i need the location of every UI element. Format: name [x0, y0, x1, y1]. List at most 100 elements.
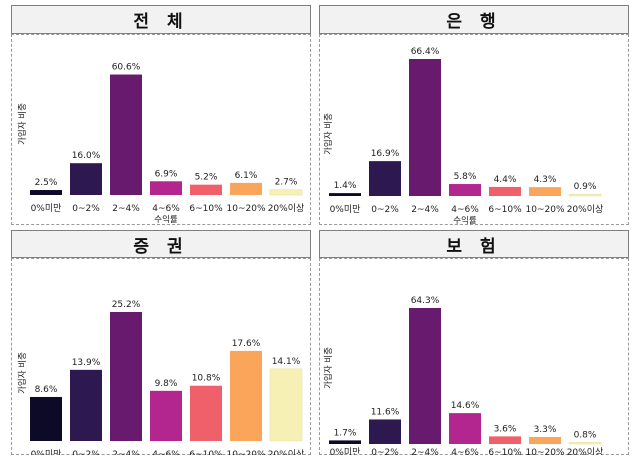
category-label: 2~4% [411, 205, 439, 215]
bar [529, 187, 561, 196]
category-label: 4~6% [152, 204, 180, 214]
value-label: 66.4% [411, 47, 440, 57]
panel-total: 전 체 2.5% 0%미만 16.0% 0~2% 60.6% 2~4% 6.9% 4~6% 5.… [11, 5, 311, 225]
category-label: 0~2% [371, 205, 399, 215]
value-label: 1.4% [334, 181, 357, 191]
value-label: 1.7% [334, 428, 357, 438]
value-label: 64.3% [411, 296, 440, 306]
category-label: 2~4% [112, 204, 140, 214]
panel-securities: 증 권 8.6% 0%미만 13.9% 0~2% 25.2% 2~4% 9.8% 4~6% 10… [11, 230, 311, 455]
category-label: 0%미만 [31, 449, 62, 455]
value-label: 8.6% [35, 385, 58, 395]
y-axis-label: 가입자 비중 [18, 352, 28, 394]
value-label: 60.6% [112, 63, 141, 73]
panel-title: 증 권 [11, 230, 311, 258]
value-label: 4.4% [494, 175, 517, 185]
category-label: 0~2% [72, 204, 100, 214]
bar [409, 59, 441, 196]
value-label: 4.3% [534, 175, 557, 185]
category-label: 4~6% [451, 205, 479, 215]
y-axis-label: 가입자 비중 [18, 103, 28, 145]
bar [369, 419, 401, 444]
bar [369, 161, 401, 196]
value-label: 14.1% [272, 357, 301, 367]
bar [329, 193, 361, 196]
bar-chart-securities: 8.6% 0%미만 13.9% 0~2% 25.2% 2~4% 9.8% 4~6% 10.8% 6… [18, 300, 305, 455]
y-axis-label: 가입자 비중 [324, 113, 334, 155]
x-axis-label: 수익률 [154, 214, 178, 225]
bar [449, 413, 481, 444]
value-label: 17.6% [232, 339, 261, 349]
bar [409, 308, 441, 444]
value-label: 16.9% [371, 149, 400, 159]
category-label: 0~2% [371, 448, 399, 455]
bar-chart-total: 2.5% 0%미만 16.0% 0~2% 60.6% 2~4% 6.9% 4~6% 5.2% 6~… [18, 63, 305, 225]
x-axis-label: 수익률 [453, 215, 477, 225]
y-axis-label: 가입자 비중 [324, 347, 334, 389]
category-label: 10~20% [526, 448, 565, 455]
bar [30, 190, 62, 195]
category-label: 6~10% [488, 205, 522, 215]
panel-title: 은 행 [319, 5, 629, 34]
category-label: 4~6% [152, 450, 180, 455]
value-label: 0.8% [574, 430, 597, 440]
bar [110, 74, 142, 195]
value-label: 2.7% [275, 178, 298, 188]
bar [269, 189, 303, 196]
bar [449, 184, 481, 196]
bar [150, 181, 182, 195]
bar [230, 182, 262, 195]
bar [269, 368, 303, 442]
value-label: 16.0% [72, 151, 101, 161]
bar [230, 350, 262, 441]
value-label: 3.6% [494, 424, 517, 434]
bar [329, 440, 361, 444]
panel-title: 보 험 [319, 230, 629, 258]
panel-title: 전 체 [11, 5, 311, 34]
bar [489, 436, 521, 444]
bar [529, 437, 561, 444]
category-label: 6~10% [189, 204, 223, 214]
bar [70, 163, 102, 195]
category-label: 20%이상 [567, 204, 604, 215]
value-label: 6.9% [155, 169, 178, 179]
value-label: 14.6% [451, 401, 480, 411]
category-label: 6~10% [488, 448, 522, 455]
bar [489, 186, 521, 196]
category-label: 20%이상 [268, 449, 305, 455]
category-label: 0%미만 [330, 447, 361, 455]
category-label: 20%이상 [268, 203, 305, 214]
category-label: 20%이상 [567, 447, 604, 455]
value-label: 3.3% [534, 425, 557, 435]
category-label: 0~2% [72, 450, 100, 455]
category-label: 10~20% [526, 205, 565, 215]
value-label: 13.9% [72, 358, 101, 368]
bar [110, 312, 142, 441]
category-label: 2~4% [411, 448, 439, 455]
category-label: 4~6% [451, 448, 479, 455]
panel-insurance: 보 험 1.7% 0%미만 11.6% 0~2% 64.3% 2~4% 14.6% 4~6% 3… [319, 230, 629, 455]
bar [568, 193, 602, 197]
category-label: 6~10% [189, 450, 223, 455]
category-label: 10~20% [227, 204, 266, 214]
value-label: 11.6% [371, 407, 400, 417]
bar [70, 369, 102, 441]
category-label: 0%미만 [330, 204, 361, 215]
value-label: 9.8% [155, 379, 178, 389]
value-label: 2.5% [35, 178, 58, 188]
bar [150, 390, 182, 441]
bar-chart-bank: 1.4% 0%미만 16.9% 0~2% 66.4% 2~4% 5.8% 4~6% 4.4% 6~… [324, 47, 604, 225]
value-label: 25.2% [112, 300, 141, 310]
category-label: 2~4% [112, 450, 140, 455]
bar-chart-insurance: 1.7% 0%미만 11.6% 0~2% 64.3% 2~4% 14.6% 4~6% 3.6% 6… [324, 296, 604, 455]
value-label: 0.9% [574, 182, 597, 192]
bar [190, 184, 222, 195]
bar [30, 396, 62, 441]
value-label: 5.2% [195, 173, 218, 183]
value-label: 5.8% [454, 172, 477, 182]
value-label: 6.1% [235, 171, 258, 181]
bar [568, 442, 602, 445]
value-label: 10.8% [192, 374, 221, 384]
category-label: 0%미만 [31, 203, 62, 214]
panel-bank: 은 행 1.4% 0%미만 16.9% 0~2% 66.4% 2~4% 5.8% 4~6% 4.… [319, 5, 629, 225]
